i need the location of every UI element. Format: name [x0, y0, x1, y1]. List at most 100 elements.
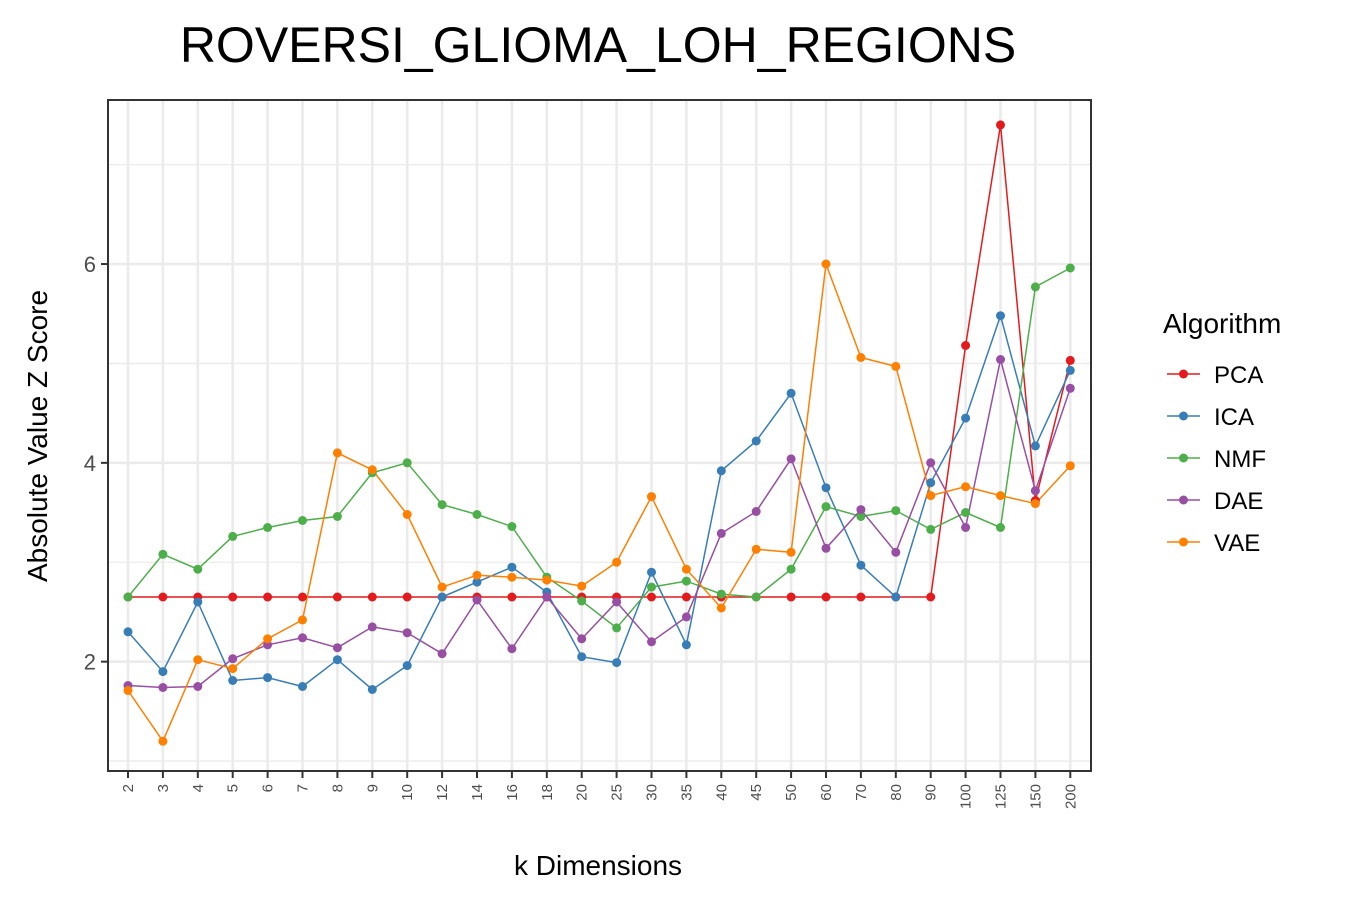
data-point-ica	[228, 676, 238, 685]
x-tick-label: 25	[609, 784, 626, 801]
series-points	[123, 120, 1075, 746]
data-point-vae	[298, 615, 307, 625]
data-point-nmf	[856, 512, 866, 521]
data-point-dae	[716, 528, 726, 538]
x-axis-title: k Dimensions	[514, 850, 682, 881]
series-line-dae	[127, 359, 1072, 689]
data-point-nmf	[891, 506, 901, 516]
legend: Algorithm PCA ICA NMF DAE VAE	[1163, 308, 1281, 557]
data-point-dae	[367, 622, 377, 632]
data-point-pca	[681, 592, 691, 602]
plot-panel	[107, 99, 1092, 772]
series-lines	[127, 124, 1072, 743]
data-point-vae	[263, 634, 273, 644]
data-point-vae	[332, 448, 342, 458]
legend-label-dae: DAE	[1214, 488, 1263, 515]
data-point-nmf	[437, 500, 447, 510]
y-axis: 2 4 6	[84, 252, 108, 675]
data-point-nmf	[402, 458, 412, 468]
legend-key-point-vae	[1179, 537, 1188, 547]
data-point-dae	[1065, 383, 1075, 393]
data-point-vae	[1065, 461, 1075, 471]
x-tick-label: 20	[574, 784, 591, 801]
x-tick-label: 40	[713, 784, 730, 801]
data-point-pca	[856, 592, 866, 602]
data-point-pca	[332, 592, 342, 602]
data-point-nmf	[821, 502, 831, 512]
x-tick-label: 100	[958, 784, 975, 809]
data-point-nmf	[298, 516, 307, 525]
data-point-dae	[681, 612, 691, 622]
data-point-nmf	[961, 508, 971, 517]
data-point-dae	[158, 683, 168, 692]
data-point-nmf	[1065, 263, 1075, 273]
x-tick-label: 3	[155, 784, 172, 792]
x-tick-label: 80	[888, 784, 905, 801]
legend-title: Algorithm	[1163, 308, 1281, 339]
legend-label-nmf: NMF	[1214, 446, 1266, 473]
data-point-nmf	[926, 524, 936, 534]
series-line-pca	[128, 124, 1072, 598]
data-point-ica	[472, 577, 482, 587]
x-tick-label: 150	[1027, 784, 1044, 809]
data-point-ica	[786, 388, 796, 398]
data-point-nmf	[332, 512, 342, 521]
data-point-vae	[1030, 499, 1040, 509]
legend-label-vae: VAE	[1214, 530, 1260, 557]
y-tick-label: 6	[84, 252, 96, 277]
data-point-vae	[123, 686, 133, 695]
x-tick-label: 10	[399, 784, 416, 801]
data-point-nmf	[716, 589, 726, 599]
data-point-pca	[961, 341, 971, 350]
data-point-ica	[1030, 441, 1040, 451]
x-tick-label: 7	[295, 784, 312, 792]
data-point-nmf	[647, 582, 656, 592]
data-point-vae	[507, 572, 517, 582]
data-point-dae	[786, 454, 796, 464]
data-point-nmf	[996, 523, 1005, 532]
data-point-vae	[926, 491, 936, 501]
x-tick-label: 200	[1062, 784, 1079, 809]
data-point-vae	[996, 491, 1005, 501]
data-point-ica	[158, 667, 168, 677]
x-tick-label: 35	[678, 784, 695, 801]
data-point-dae	[193, 682, 203, 691]
data-point-ica	[298, 682, 307, 691]
data-point-pca	[1065, 355, 1075, 365]
x-tick-label: 9	[364, 784, 381, 792]
x-tick-label: 45	[748, 784, 765, 801]
data-point-vae	[647, 492, 656, 502]
data-point-vae	[228, 664, 238, 674]
plot-background	[108, 100, 1091, 771]
data-point-ica	[577, 652, 587, 662]
x-tick-label: 90	[923, 784, 940, 801]
data-point-vae	[193, 655, 203, 665]
x-tick-label: 60	[818, 784, 835, 801]
data-point-nmf	[612, 623, 622, 633]
data-point-vae	[786, 547, 796, 557]
data-point-dae	[472, 595, 482, 605]
data-point-nmf	[158, 549, 168, 559]
data-point-vae	[961, 482, 971, 492]
data-point-dae	[751, 507, 761, 516]
x-tick-label: 4	[190, 784, 207, 792]
data-point-pca	[786, 592, 796, 602]
x-tick-label: 18	[539, 784, 556, 801]
data-point-ica	[751, 436, 761, 446]
data-point-pca	[367, 592, 377, 602]
data-point-pca	[996, 120, 1005, 130]
data-point-pca	[821, 592, 831, 602]
data-point-vae	[472, 570, 482, 580]
data-point-ica	[402, 661, 412, 671]
data-point-pca	[926, 592, 936, 602]
data-point-ica	[263, 673, 273, 683]
data-point-ica	[647, 567, 656, 577]
data-point-ica	[891, 592, 901, 602]
x-tick-label: 30	[644, 784, 661, 801]
data-point-ica	[612, 658, 622, 668]
data-point-nmf	[472, 510, 482, 519]
x-tick-label: 125	[993, 784, 1010, 809]
data-point-ica	[856, 560, 866, 570]
data-point-ica	[507, 562, 517, 572]
data-point-vae	[891, 361, 901, 371]
